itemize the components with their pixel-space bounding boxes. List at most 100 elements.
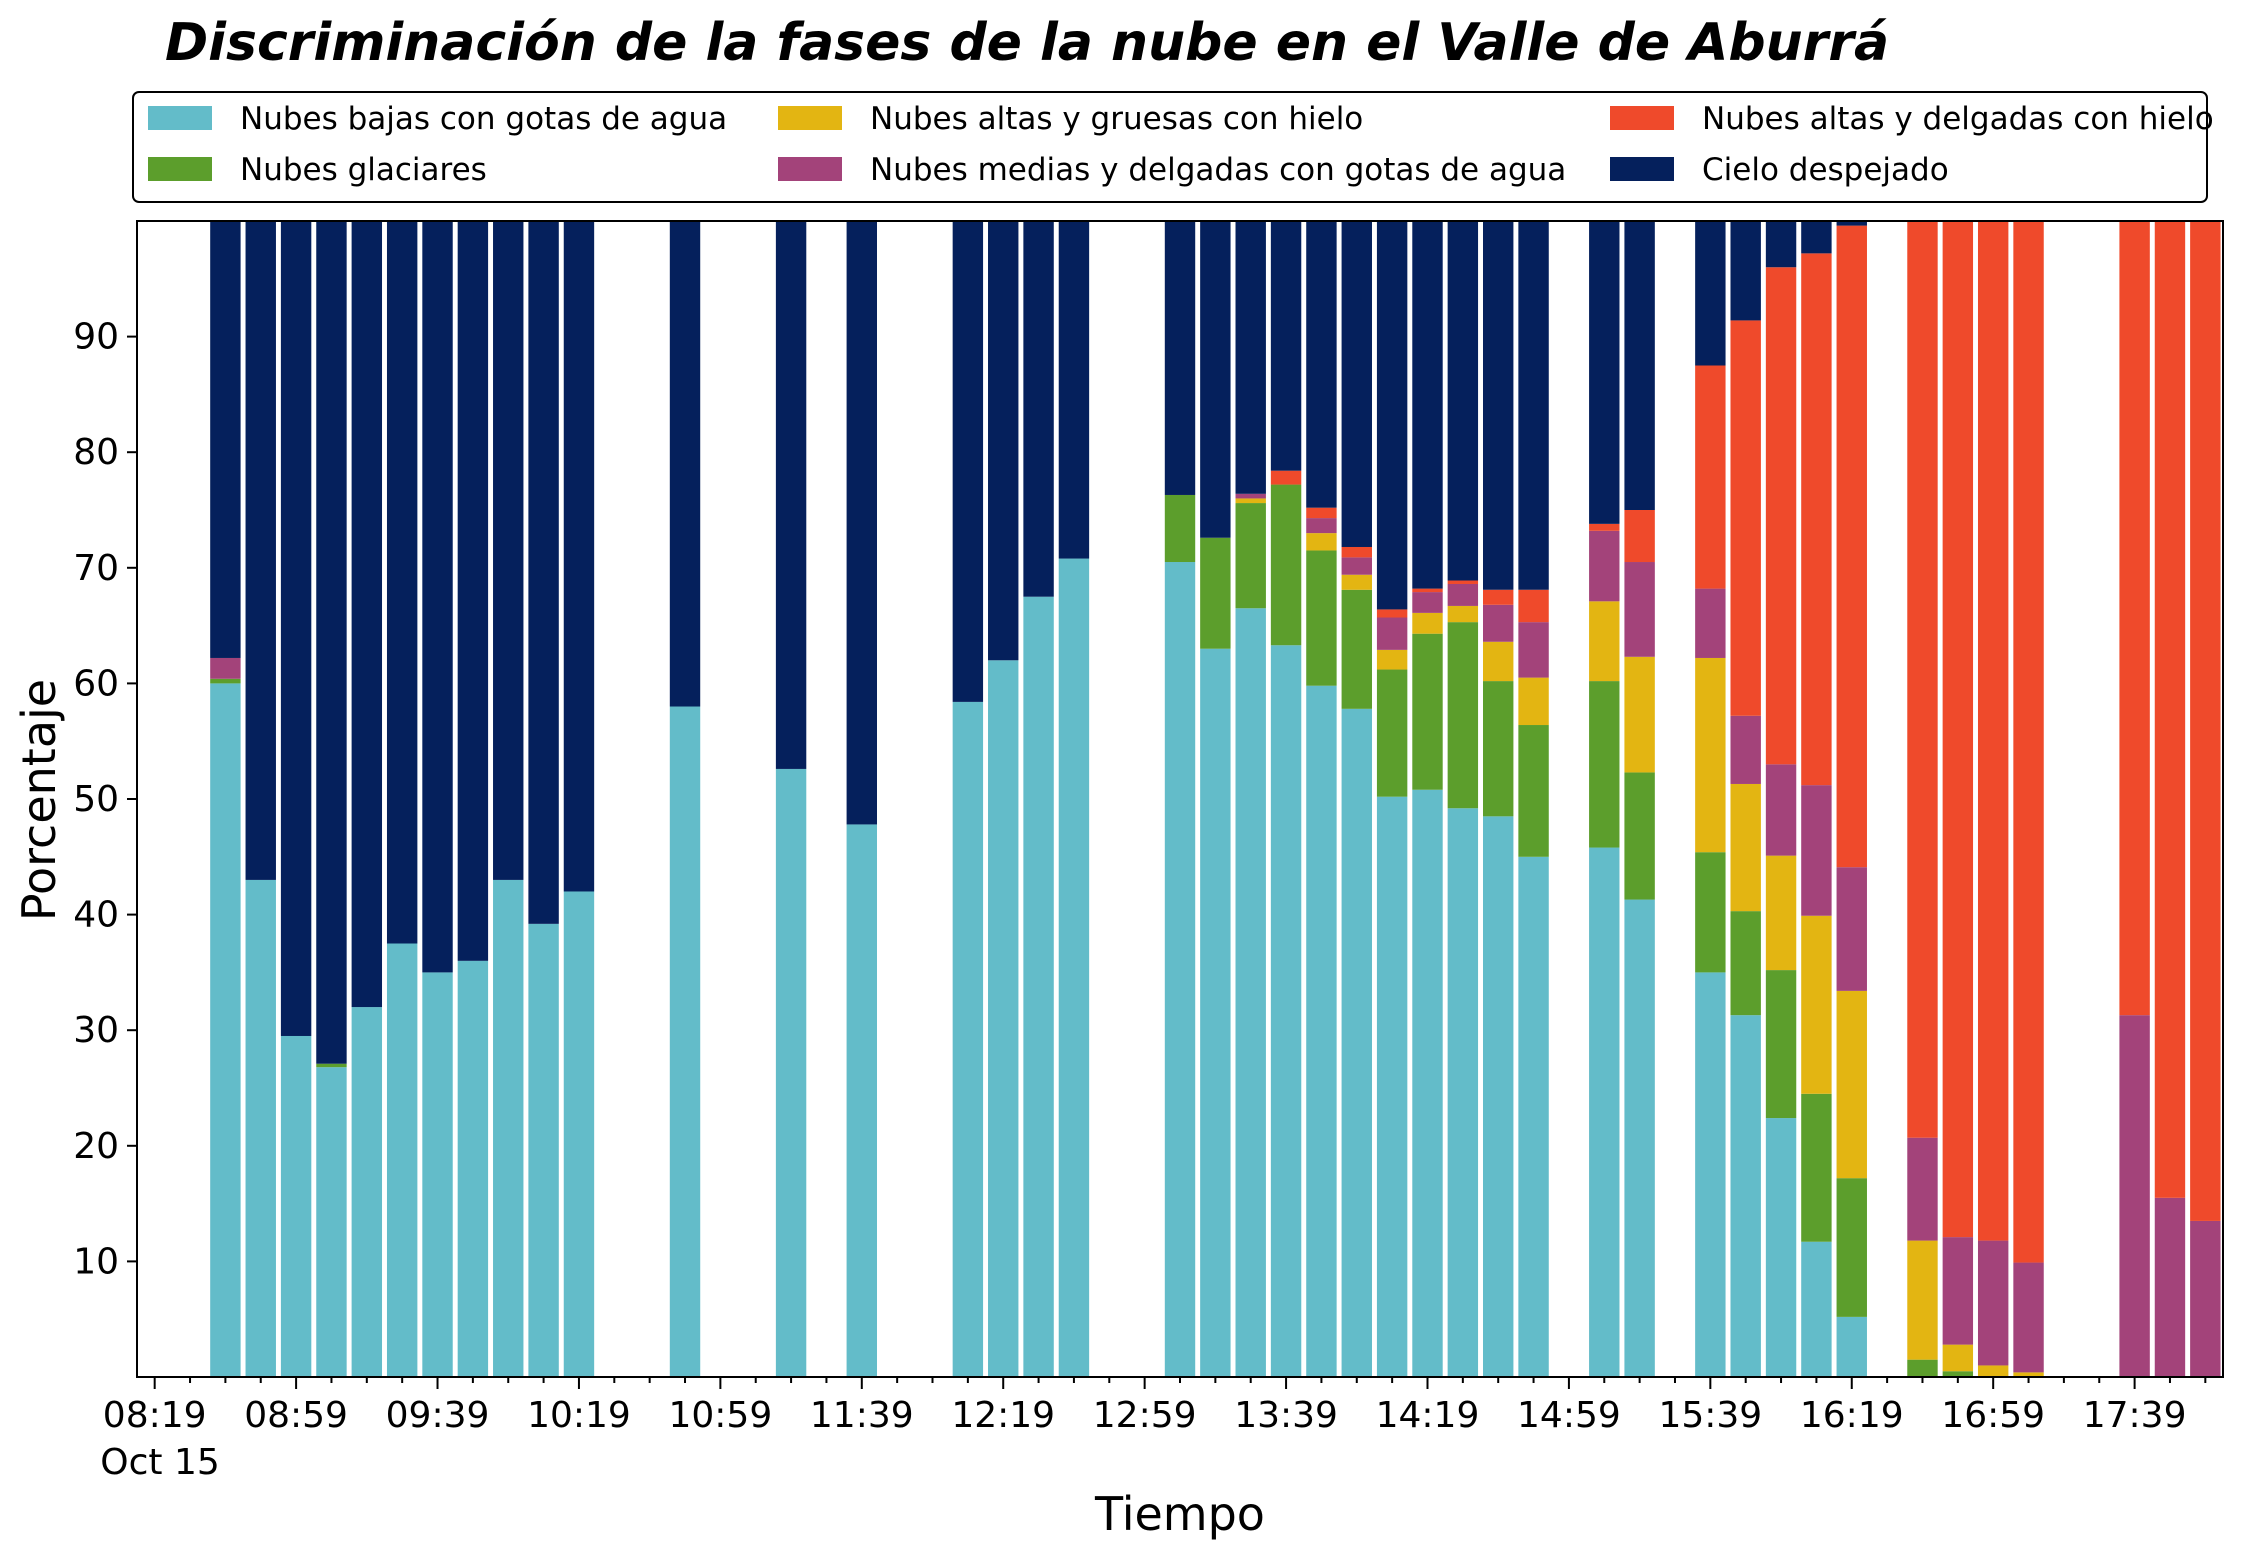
bar-segment — [1483, 681, 1514, 817]
bar-segment — [386, 221, 418, 944]
bar-segment — [1200, 537, 1231, 649]
bar-segment — [1730, 221, 1761, 321]
bar-segment — [493, 221, 524, 880]
y-tick-label: 50 — [73, 779, 119, 820]
x-tick-label: 12:59 — [1093, 1395, 1197, 1436]
bar-segment — [1412, 633, 1443, 790]
bar-segment — [1518, 725, 1549, 857]
bar-segment — [1730, 911, 1761, 1016]
bar-segment — [1412, 588, 1443, 593]
bar-segment — [316, 221, 347, 1064]
bar-segment — [1270, 221, 1302, 471]
bar-segment — [1695, 221, 1726, 366]
bar-segment — [1977, 221, 2009, 1241]
bar-segment — [1695, 852, 1726, 973]
bar-segment — [1907, 1359, 1938, 1377]
bar-segment — [1907, 1240, 1938, 1360]
bar-segment — [1801, 221, 1832, 254]
bar-segment — [1306, 685, 1337, 1377]
x-tick-label: 17:39 — [2083, 1395, 2187, 1436]
bar-segment — [1341, 708, 1372, 1377]
bar-segment — [1836, 867, 1867, 991]
bar-segment — [1235, 608, 1266, 1377]
bar-segment — [952, 221, 984, 702]
bar-segment — [1518, 221, 1549, 590]
bar-segment — [1765, 221, 1797, 268]
bar-segment — [1730, 1015, 1761, 1377]
x-tick-label: 14:59 — [1517, 1395, 1621, 1436]
bar-segment — [351, 1007, 383, 1377]
y-tick-label: 60 — [73, 663, 119, 704]
bar-segment — [457, 960, 489, 1377]
bar-segment — [669, 706, 701, 1377]
legend-label: Nubes bajas con gotas de agua — [240, 101, 727, 137]
legend-label: Nubes medias y delgadas con gotas de agu… — [870, 152, 1566, 188]
bar-segment — [1270, 470, 1302, 485]
x-tick-label: 10:59 — [668, 1395, 772, 1436]
bar-segment — [316, 1063, 347, 1068]
legend-swatch — [1610, 106, 1674, 130]
bar-segment — [1836, 1178, 1867, 1317]
bars — [210, 221, 2221, 1377]
bar-segment — [2119, 1015, 2150, 1377]
legend-label: Nubes altas y delgadas con hielo — [1702, 101, 2214, 137]
legend-swatch — [148, 106, 212, 130]
legend-swatch — [148, 157, 212, 181]
bar-segment — [1589, 601, 1620, 682]
bar-segment — [988, 221, 1019, 661]
y-tick-label: 10 — [73, 1241, 119, 1282]
bar-segment — [1942, 1344, 1974, 1372]
bar-segment — [1412, 612, 1443, 634]
bar-segment — [1836, 990, 1867, 1179]
bar-segment — [1977, 1240, 2009, 1366]
bar-segment — [1200, 221, 1231, 538]
bar-segment — [1235, 493, 1266, 499]
bar-segment — [1624, 221, 1655, 510]
bar-segment — [1412, 789, 1443, 1377]
y-tick-label: 30 — [73, 1010, 119, 1051]
bar-segment — [1341, 574, 1372, 590]
bar-segment — [1306, 221, 1337, 508]
bar-segment — [952, 701, 984, 1377]
bar-segment — [422, 972, 453, 1377]
bar-segment — [2190, 221, 2221, 1221]
x-tick-label: 14:19 — [1376, 1395, 1480, 1436]
bar-segment — [1836, 221, 1867, 226]
bar-segment — [493, 879, 524, 1377]
x-tick-label: 10:19 — [527, 1395, 631, 1436]
bar-segment — [1765, 764, 1797, 856]
y-tick-label: 70 — [73, 548, 119, 589]
bar-segment — [1801, 253, 1832, 786]
bar-segment — [1907, 1137, 1938, 1241]
bar-segment — [846, 221, 877, 825]
bar-segment — [1624, 562, 1655, 657]
bar-segment — [775, 768, 807, 1377]
bar-segment — [1306, 550, 1337, 686]
bar-segment — [775, 221, 807, 769]
bar-segment — [1376, 617, 1408, 650]
x-axis-title: Tiempo — [1094, 1487, 1265, 1541]
bar-segment — [846, 824, 877, 1377]
bar-segment — [1376, 609, 1408, 618]
bar-segment — [1235, 503, 1266, 609]
bar-segment — [1164, 494, 1196, 563]
bar-segment — [1730, 320, 1761, 716]
bar-segment — [1306, 533, 1337, 551]
bar-segment — [1518, 677, 1549, 726]
bar-segment — [1518, 856, 1549, 1377]
bar-segment — [1801, 915, 1832, 1094]
bar-segment — [2013, 1262, 2044, 1373]
bar-segment — [1447, 221, 1479, 581]
legend-box — [132, 91, 2208, 203]
bar-segment — [210, 678, 241, 684]
x-date-label: Oct 15 — [100, 1442, 220, 1483]
bar-segment — [1518, 589, 1549, 623]
x-tick-label: 13:39 — [1234, 1395, 1338, 1436]
bar-segment — [210, 683, 241, 1377]
bar-segment — [1023, 596, 1054, 1377]
bar-segment — [1483, 604, 1514, 642]
bar-segment — [1447, 580, 1479, 584]
bar-segment — [1483, 816, 1514, 1377]
bar-segment — [1341, 557, 1372, 575]
bar-segment — [1695, 972, 1726, 1377]
